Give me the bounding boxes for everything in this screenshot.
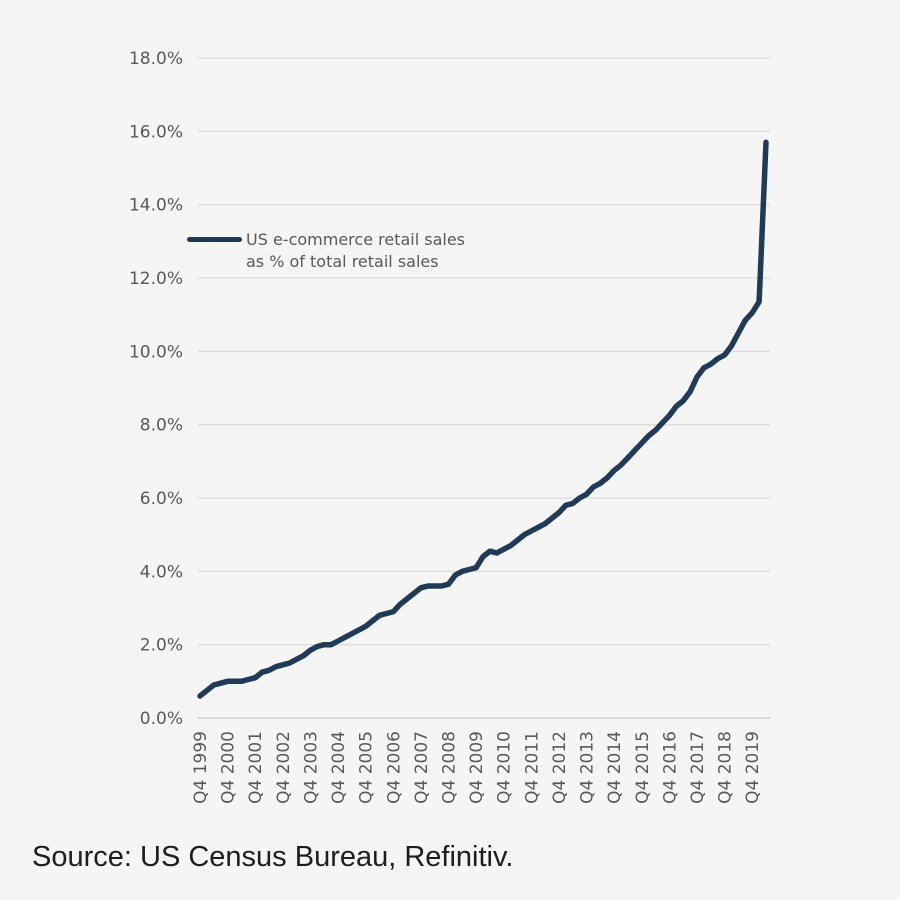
y-tick-label: 6.0%	[140, 489, 183, 509]
y-tick-label: 16.0%	[129, 122, 183, 142]
legend-labels: US e-commerce retail sales as % of total…	[246, 229, 465, 273]
x-tick-label: Q4 2004	[329, 731, 349, 804]
legend-label-line1: US e-commerce retail sales	[246, 230, 466, 249]
y-tick-label: 18.0%	[129, 49, 183, 69]
y-tick-label: 12.0%	[129, 269, 183, 289]
x-tick-label: Q4 2007	[412, 731, 432, 804]
y-tick-label: 2.0%	[140, 636, 183, 656]
legend-line-swatch	[187, 237, 242, 242]
x-tick-label: Q4 2008	[440, 731, 460, 804]
x-tick-label: Q4 2000	[219, 731, 239, 804]
chart-canvas: 0.0% 2.0% 4.0% 6.0% 8.0% 10.0% 12.0% 14.0% 16.0%…	[129, 49, 770, 804]
y-tick-label: 0.0%	[140, 709, 183, 729]
x-tick-label: Q4 2002	[274, 731, 294, 804]
x-tick-label: Q4 2016	[660, 731, 680, 804]
x-tick-label: Q4 2019	[743, 731, 763, 804]
x-tick-label: Q4 2014	[605, 731, 625, 804]
x-tick-label: Q4 1999	[191, 731, 211, 804]
x-tick-label: Q4 2017	[688, 731, 708, 804]
y-tick-label: 8.0%	[140, 416, 183, 436]
y-tick-label: 10.0%	[129, 342, 183, 362]
y-tick-label: 4.0%	[140, 562, 183, 582]
source-note: Source: US Census Bureau, Refinitiv.	[32, 841, 514, 873]
x-tick-label: Q4 2005	[357, 731, 377, 804]
ecommerce-share-series-line	[197, 139, 769, 699]
x-tick-label: Q4 2006	[384, 731, 404, 804]
x-tick-label: Q4 2015	[633, 731, 653, 804]
x-tick-label: Q4 2011	[522, 731, 542, 804]
x-tick-label: Q4 2009	[467, 731, 487, 804]
x-tick-label: Q4 2001	[246, 731, 266, 804]
y-tick-label: 14.0%	[129, 196, 183, 216]
legend-label-line2: as % of total retail sales	[246, 252, 439, 271]
x-tick-label: Q4 2012	[550, 731, 570, 804]
x-tick-label: Q4 2013	[578, 731, 598, 804]
chart-legend: US e-commerce retail sales as % of total…	[187, 229, 465, 273]
x-tick-label: Q4 2003	[301, 731, 321, 804]
x-tick-label: Q4 2018	[716, 731, 736, 804]
ecommerce-share-line-chart: 0.0% 2.0% 4.0% 6.0% 8.0% 10.0% 12.0% 14.0% 16.0%…	[129, 49, 770, 804]
x-tick-label: Q4 2010	[495, 731, 515, 804]
